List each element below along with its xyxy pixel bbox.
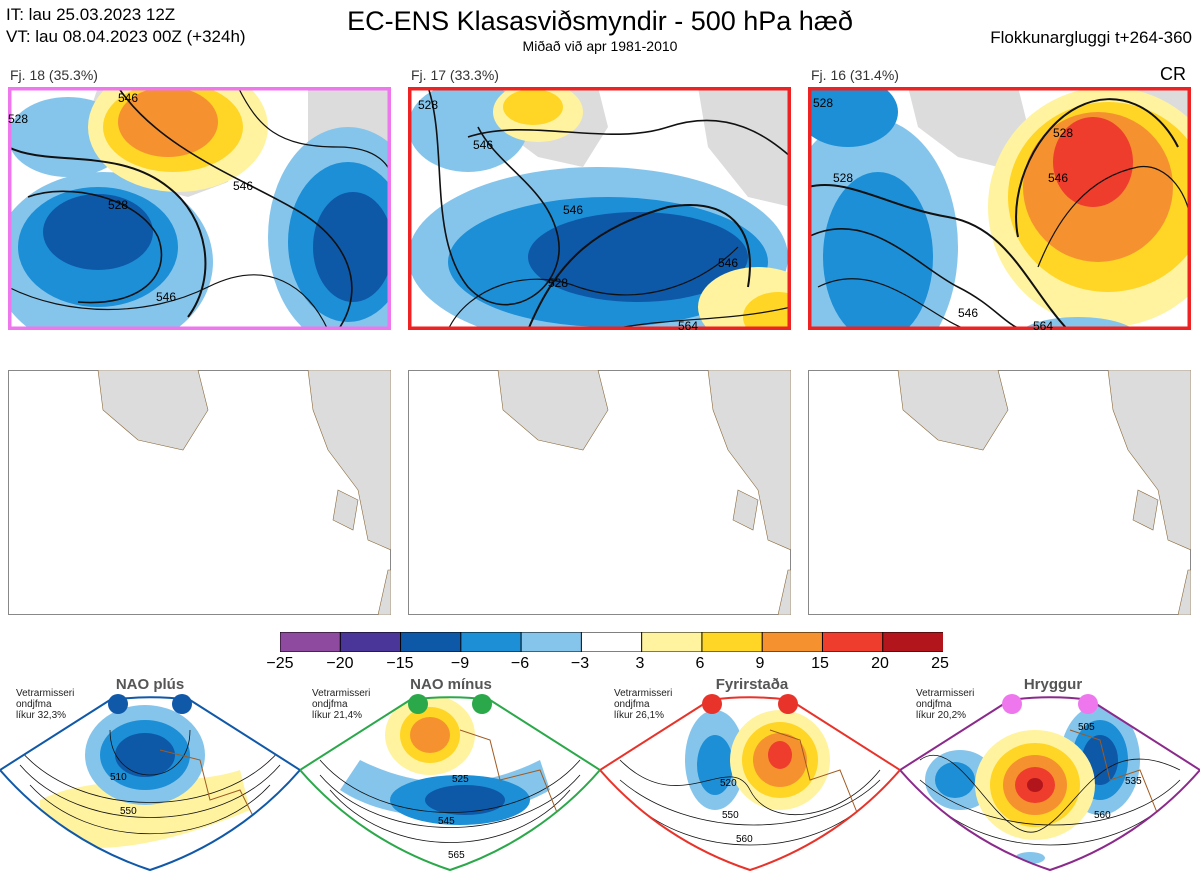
contour-label: 550 xyxy=(722,810,739,821)
regime-dot xyxy=(172,694,192,714)
corner-label: CR xyxy=(1160,64,1186,84)
regime-name-ridge: Hryggur xyxy=(1023,676,1083,693)
contour-label: 546 xyxy=(233,179,253,193)
cluster-map-3: 528 528 546 528 546 564 xyxy=(808,87,1191,330)
cluster-label-3: Fj. 16 (31.4%) xyxy=(811,67,899,83)
regime-name-nao-minus: NAO mínus xyxy=(410,676,492,693)
regime-border xyxy=(300,696,600,871)
colorbar-segment xyxy=(520,632,583,652)
cluster-border-1 xyxy=(8,87,391,330)
contour-label: 565 xyxy=(448,850,465,861)
contour-label: 550 xyxy=(120,806,137,817)
contour-label: 560 xyxy=(736,834,753,845)
header-time-info: IT: lau 25.03.2023 12Z VT: lau 08.04.202… xyxy=(6,4,246,48)
classification-window: Flokkunargluggi t+264-360 xyxy=(990,28,1192,47)
contour-label: 528 xyxy=(418,98,438,112)
base-map-1 xyxy=(8,370,391,615)
cluster-border-2 xyxy=(408,87,791,330)
contour-label: 528 xyxy=(8,112,28,126)
contour-label: 546 xyxy=(473,138,493,152)
contour-label: 505 xyxy=(1078,722,1095,733)
regime-meta-ridge: Vetrarmisseri ondjfma líkur 20,2% xyxy=(916,688,975,721)
page-subtitle: Miðað við apr 1981-2010 xyxy=(522,38,678,54)
contour-label: 546 xyxy=(563,203,583,217)
regime-map-blocking: 520 550 560 xyxy=(600,694,900,871)
cluster-border-3 xyxy=(808,87,1191,330)
contour-label: 546 xyxy=(1048,171,1068,185)
colorbar-tick: 6 xyxy=(695,655,705,672)
contour-label: 545 xyxy=(438,816,455,827)
colorbar-tick: −3 xyxy=(570,655,590,672)
base-map-3 xyxy=(808,370,1191,615)
regime-meta-nao-minus: Vetrarmisseri ondjfma líkur 21,4% xyxy=(312,688,371,721)
base-map-2 xyxy=(408,370,791,615)
contour-label: 520 xyxy=(720,778,737,789)
contour-label: 535 xyxy=(1125,776,1142,787)
regime-dot xyxy=(702,694,722,714)
regime-map-nao-minus: 525 545 565 xyxy=(300,694,600,871)
initial-time: IT: lau 25.03.2023 12Z xyxy=(6,5,176,24)
cluster-label-2: Fj. 17 (33.3%) xyxy=(411,67,499,83)
cluster-map-1: 546 528 546 528 546 xyxy=(8,87,391,330)
colorbar-segment xyxy=(761,632,824,652)
cluster-map-2: 528 546 546 528 546 564 xyxy=(408,87,791,330)
colorbar-segment xyxy=(339,632,402,652)
colorbar-tick: −25 xyxy=(266,655,294,672)
contour-label: 528 xyxy=(1053,126,1073,140)
colorbar-segment xyxy=(280,632,342,652)
regime-dot xyxy=(1078,694,1098,714)
colorbar-tick: −9 xyxy=(450,655,470,672)
contour-label: 546 xyxy=(718,256,738,270)
regime-name-blocking: Fyrirstaða xyxy=(715,676,789,693)
colorbar-segment xyxy=(882,632,943,652)
regime-dot xyxy=(108,694,128,714)
colorbar-tick: −15 xyxy=(386,655,414,672)
regime-name-nao-plus: NAO plús xyxy=(115,676,185,693)
colorbar-segment xyxy=(580,632,643,652)
regime-border xyxy=(900,696,1200,871)
colorbar-tick: −20 xyxy=(326,655,354,672)
contour-label: 546 xyxy=(118,91,138,105)
contour-label: 510 xyxy=(110,772,127,783)
colorbar xyxy=(280,632,943,652)
contour-label: 546 xyxy=(958,306,978,320)
regime-map-ridge: 505 535 560 xyxy=(900,694,1200,871)
contour-label: 528 xyxy=(108,198,128,212)
contour-label: 560 xyxy=(1094,810,1111,821)
regime-map-nao-plus: 510 550 xyxy=(0,694,300,871)
contour-label: 528 xyxy=(833,171,853,185)
colorbar-segment xyxy=(701,632,764,652)
contour-label: 528 xyxy=(813,96,833,110)
contour-label: 528 xyxy=(548,276,568,290)
regime-border xyxy=(0,696,300,871)
colorbar-tick: 20 xyxy=(871,655,889,672)
page-title: EC-ENS Klasasviðsmyndir - 500 hPa hæð xyxy=(347,6,853,36)
valid-time: VT: lau 08.04.2023 00Z (+324h) xyxy=(6,27,246,46)
regime-dot xyxy=(1002,694,1022,714)
colorbar-segment xyxy=(460,632,523,652)
contour-label: 564 xyxy=(1033,319,1053,330)
regime-meta-nao-plus: Vetrarmisseri ondjfma líkur 32,3% xyxy=(16,688,75,721)
colorbar-tick: 15 xyxy=(811,655,829,672)
regime-dot xyxy=(778,694,798,714)
regime-meta-blocking: Vetrarmisseri ondjfma líkur 26,1% xyxy=(614,688,673,721)
cluster-label-1: Fj. 18 (35.3%) xyxy=(10,67,98,83)
colorbar-tick: 25 xyxy=(931,655,949,672)
colorbar-segment xyxy=(821,632,884,652)
regime-border xyxy=(600,696,900,871)
colorbar-segment xyxy=(641,632,703,652)
regime-dot xyxy=(408,694,428,714)
contour-label: 564 xyxy=(678,319,698,330)
regime-dot xyxy=(472,694,492,714)
colorbar-segment xyxy=(400,632,462,652)
colorbar-tick: −6 xyxy=(510,655,530,672)
colorbar-tick: 3 xyxy=(635,655,645,672)
colorbar-tick: 9 xyxy=(755,655,765,672)
contour-label: 525 xyxy=(452,774,469,785)
contour-label: 546 xyxy=(156,290,176,304)
